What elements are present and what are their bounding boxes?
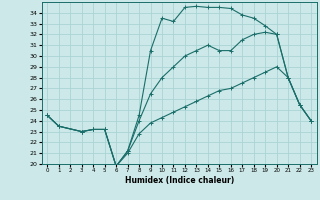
X-axis label: Humidex (Indice chaleur): Humidex (Indice chaleur)	[124, 176, 234, 185]
